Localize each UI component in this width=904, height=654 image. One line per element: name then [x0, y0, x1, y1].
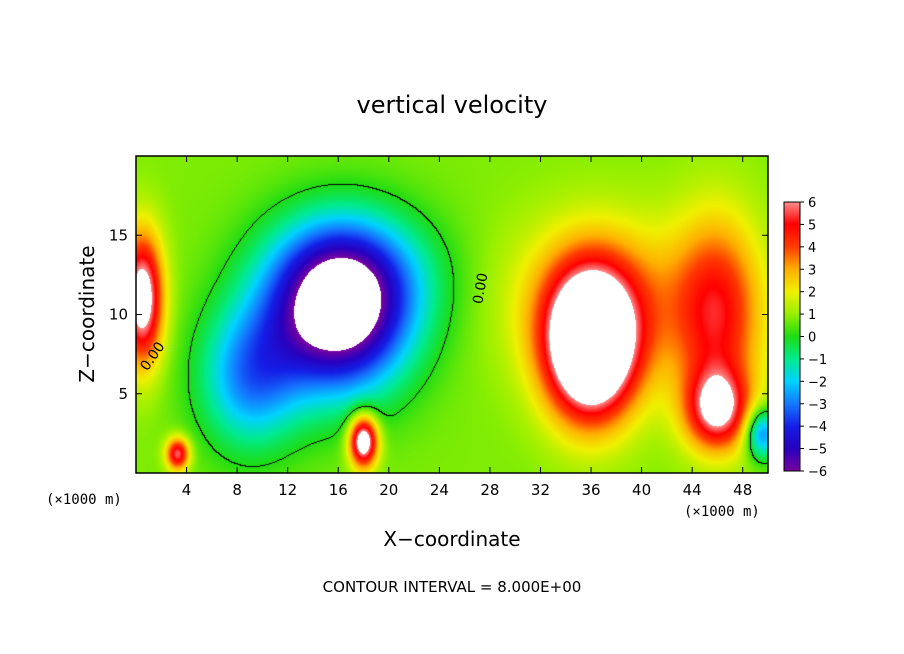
x-tick-label: 12: [278, 481, 297, 499]
x-tick-label: 36: [581, 481, 600, 499]
colorbar-tick-label: 2: [808, 286, 816, 301]
x-tick-label: 4: [182, 481, 192, 499]
x-tick-label: 28: [480, 481, 499, 499]
velocity-field-heatmap: [136, 156, 768, 473]
y-axis-ticks: 5 10 15: [109, 226, 768, 403]
x-tick-label: 24: [430, 481, 449, 499]
colorbar-tick-label: −2: [808, 375, 827, 390]
x-axis-ticks: 4 8 12 16 20 24 28 32 36 40 44 48: [182, 156, 752, 499]
x-unit-label-left: (×1000 m): [46, 492, 122, 508]
colorbar-tick-label: −6: [808, 465, 827, 480]
colorbar-tick-label: 4: [808, 241, 816, 256]
x-tick-label: 8: [232, 481, 242, 499]
colorbar-tick-label: −5: [808, 443, 827, 458]
contour-value-label: 0.00: [470, 272, 491, 305]
colorbar-tick-label: 6: [808, 196, 816, 211]
plot-area: [135, 155, 769, 474]
colorbar-gradient: [784, 202, 800, 471]
colorbar-tick-label: −3: [808, 398, 827, 413]
x-tick-label: 32: [531, 481, 550, 499]
x-tick-label: 48: [733, 481, 752, 499]
colorbar-tick-label: 5: [808, 218, 816, 233]
x-axis-label: X−coordinate: [383, 527, 520, 551]
y-axis-label: Z−coordinate: [75, 245, 99, 382]
y-tick-label: 15: [109, 226, 128, 244]
x-tick-label: 40: [632, 481, 651, 499]
x-tick-label: 20: [379, 481, 398, 499]
colorbar-tick-label: 0: [808, 331, 816, 346]
x-unit-label-right: (×1000 m): [684, 504, 760, 520]
colorbar-tick-label: −1: [808, 353, 827, 368]
x-tick-label: 44: [683, 481, 702, 499]
x-tick-label: 16: [329, 481, 348, 499]
chart-title: vertical velocity: [357, 91, 548, 119]
colorbar: 6 5 4 3 2 1 0 −1 −2 −3 −4 −5 −6: [783, 196, 827, 480]
y-tick-label: 5: [118, 385, 128, 403]
colorbar-tick-label: −4: [808, 420, 827, 435]
contour-interval-text: CONTOUR INTERVAL = 8.000E+00: [323, 578, 582, 596]
colorbar-tick-label: 1: [808, 308, 816, 323]
y-tick-label: 10: [109, 306, 128, 324]
colorbar-ticks: 6 5 4 3 2 1 0 −1 −2 −3 −4 −5 −6: [800, 196, 827, 480]
colorbar-tick-label: 3: [808, 263, 816, 278]
